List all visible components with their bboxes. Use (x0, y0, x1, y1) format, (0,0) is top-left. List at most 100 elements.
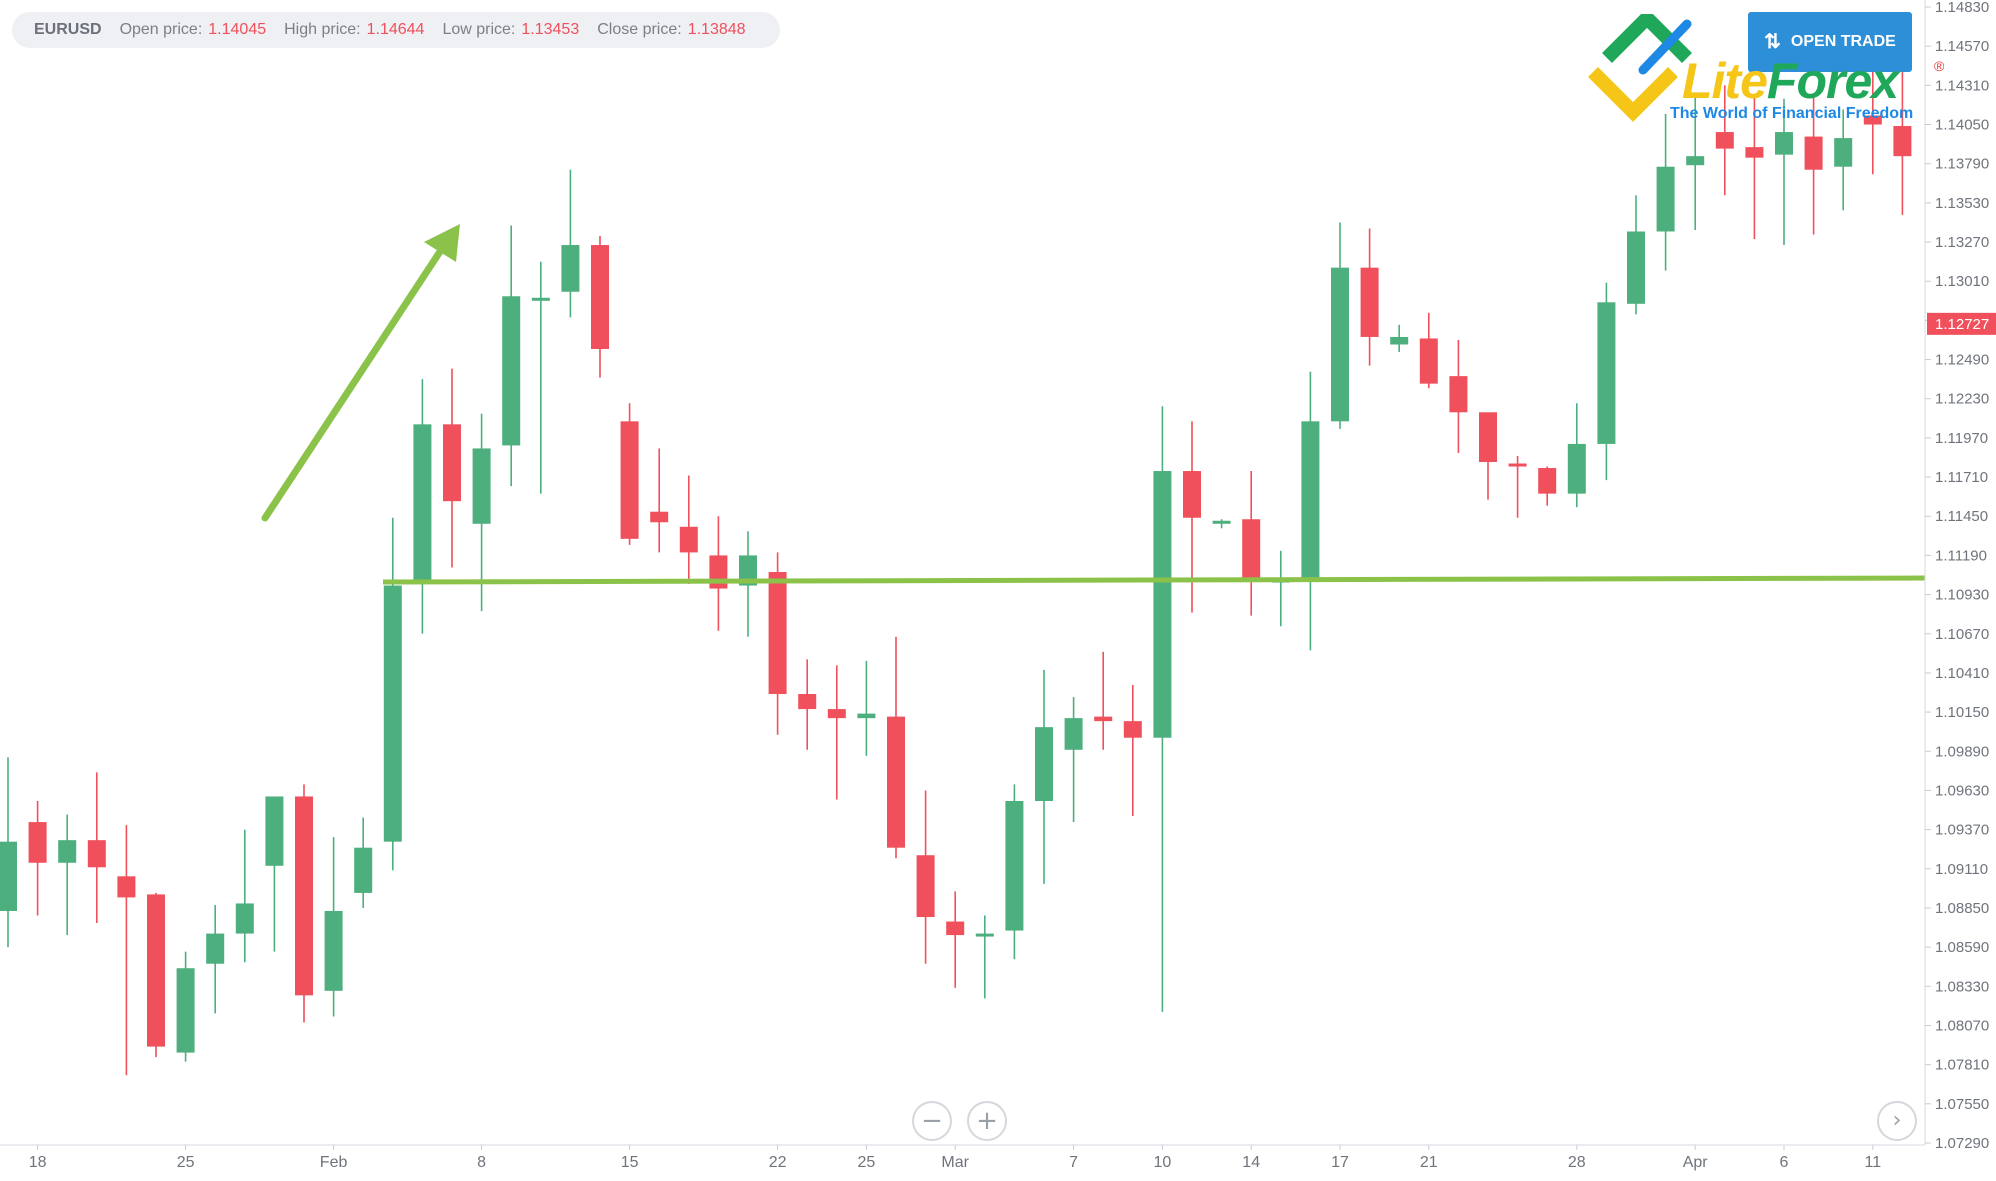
open-trade-button[interactable]: ⇅ OPEN TRADE (1748, 12, 1912, 72)
candle (1212, 519, 1231, 529)
candle-body (887, 716, 905, 848)
candle-body (295, 796, 313, 996)
candle-body (206, 933, 225, 964)
candle (206, 904, 225, 1014)
candle (620, 403, 639, 545)
candle-body (383, 585, 402, 842)
candle-body (650, 511, 669, 523)
candle-body (58, 840, 77, 863)
candle (383, 517, 402, 871)
y-tick-label: 1.13790 (1935, 156, 1989, 173)
candle (147, 892, 165, 1058)
open-price-value: 1.14045 (208, 21, 267, 38)
scroll-right-button[interactable]: › (1877, 1101, 1917, 1141)
y-tick-label: 1.09890 (1935, 743, 1989, 760)
x-tick-label: 22 (769, 1154, 787, 1171)
y-tick-label: 1.07810 (1935, 1057, 1989, 1074)
candle (87, 772, 106, 924)
x-tick-label: Apr (1683, 1154, 1709, 1171)
high-price-value: 1.14644 (366, 21, 425, 38)
current-price-label: 1.12727 (1935, 316, 1989, 333)
candle-body (768, 571, 787, 695)
candle-body (502, 296, 521, 446)
candle-body (1390, 336, 1409, 345)
candle (1715, 85, 1734, 196)
candle-body (0, 841, 17, 911)
logo-name-lite: Lite (1682, 53, 1768, 109)
y-tick-label: 1.12230 (1935, 391, 1989, 408)
low-price-label: Low price: (442, 21, 516, 38)
y-tick-label: 1.13270 (1935, 234, 1989, 251)
trend-arrow-shaft (261, 243, 447, 522)
y-tick-label: 1.08330 (1935, 978, 1989, 995)
candle-body (1360, 267, 1379, 337)
candle-body (946, 921, 965, 936)
candle (58, 814, 77, 936)
x-tick-label: 15 (621, 1154, 639, 1171)
y-tick-label: 1.07550 (1935, 1096, 1989, 1113)
candle-body (1419, 338, 1438, 384)
candle (1745, 97, 1764, 240)
candle (1064, 697, 1083, 823)
candle-body (28, 822, 47, 863)
candle (1123, 684, 1142, 817)
y-tick-label: 1.07290 (1935, 1135, 1989, 1152)
candle (1508, 455, 1527, 518)
candle-body (561, 245, 580, 292)
candle-body (1301, 421, 1320, 580)
candle-body (1212, 520, 1231, 524)
candle-body (176, 968, 195, 1053)
candle-body (1627, 231, 1645, 304)
y-tick-label: 1.10410 (1935, 665, 1989, 682)
candle (1301, 371, 1320, 651)
y-tick-label: 1.11970 (1935, 430, 1988, 447)
candle-body (1508, 463, 1527, 467)
support-line (382, 575, 1926, 585)
x-tick-label: 6 (1780, 1154, 1789, 1171)
candle (1538, 466, 1557, 506)
y-tick-label: 1.13530 (1935, 195, 1989, 212)
candle (1331, 222, 1349, 429)
zoom-out-button[interactable]: − (912, 1101, 952, 1141)
candle-body (1479, 412, 1497, 463)
candle (916, 790, 935, 964)
x-tick-label: 25 (177, 1154, 195, 1171)
candle-body (1863, 115, 1882, 125)
y-tick-label: 1.08590 (1935, 939, 1989, 956)
symbol-label: EURUSD (34, 21, 102, 38)
logo-wordmark: LiteForex (1682, 53, 1899, 109)
y-tick-label: 1.13010 (1935, 273, 1989, 290)
y-tick-label: 1.14310 (1935, 77, 1989, 94)
candle (1094, 651, 1113, 750)
up-down-arrows-icon: ⇅ (1764, 31, 1781, 53)
y-tick-label: 1.10150 (1935, 704, 1989, 721)
candle (709, 516, 728, 631)
candle (324, 837, 343, 1017)
y-tick-label: 1.08850 (1935, 900, 1989, 917)
candle (1804, 97, 1823, 235)
current-price-badge-bg (1927, 312, 1996, 335)
candle-body (1153, 471, 1172, 738)
x-tick-label: 8 (477, 1154, 486, 1171)
candle (946, 891, 965, 988)
candle-body (1597, 302, 1616, 444)
candle (1686, 92, 1705, 230)
candle-body (235, 903, 254, 934)
logo-tagline: The World of Financial Freedom (1670, 105, 1914, 122)
candle (1449, 339, 1468, 453)
y-tick-label: 1.08070 (1935, 1017, 1989, 1034)
x-tick-label: 28 (1568, 1154, 1586, 1171)
y-tick-label: 1.14050 (1935, 117, 1989, 134)
candle-body (916, 855, 935, 918)
candle-body (1242, 519, 1261, 580)
zoom-in-button[interactable]: + (967, 1101, 1007, 1141)
y-tick-label: 1.09630 (1935, 782, 1989, 799)
candle (739, 531, 757, 637)
x-tick-label: 7 (1069, 1154, 1078, 1171)
candle (1183, 421, 1201, 613)
candle-body (591, 245, 609, 350)
candle-body (413, 424, 432, 580)
candle (443, 368, 461, 568)
x-tick-label: Feb (320, 1154, 348, 1171)
